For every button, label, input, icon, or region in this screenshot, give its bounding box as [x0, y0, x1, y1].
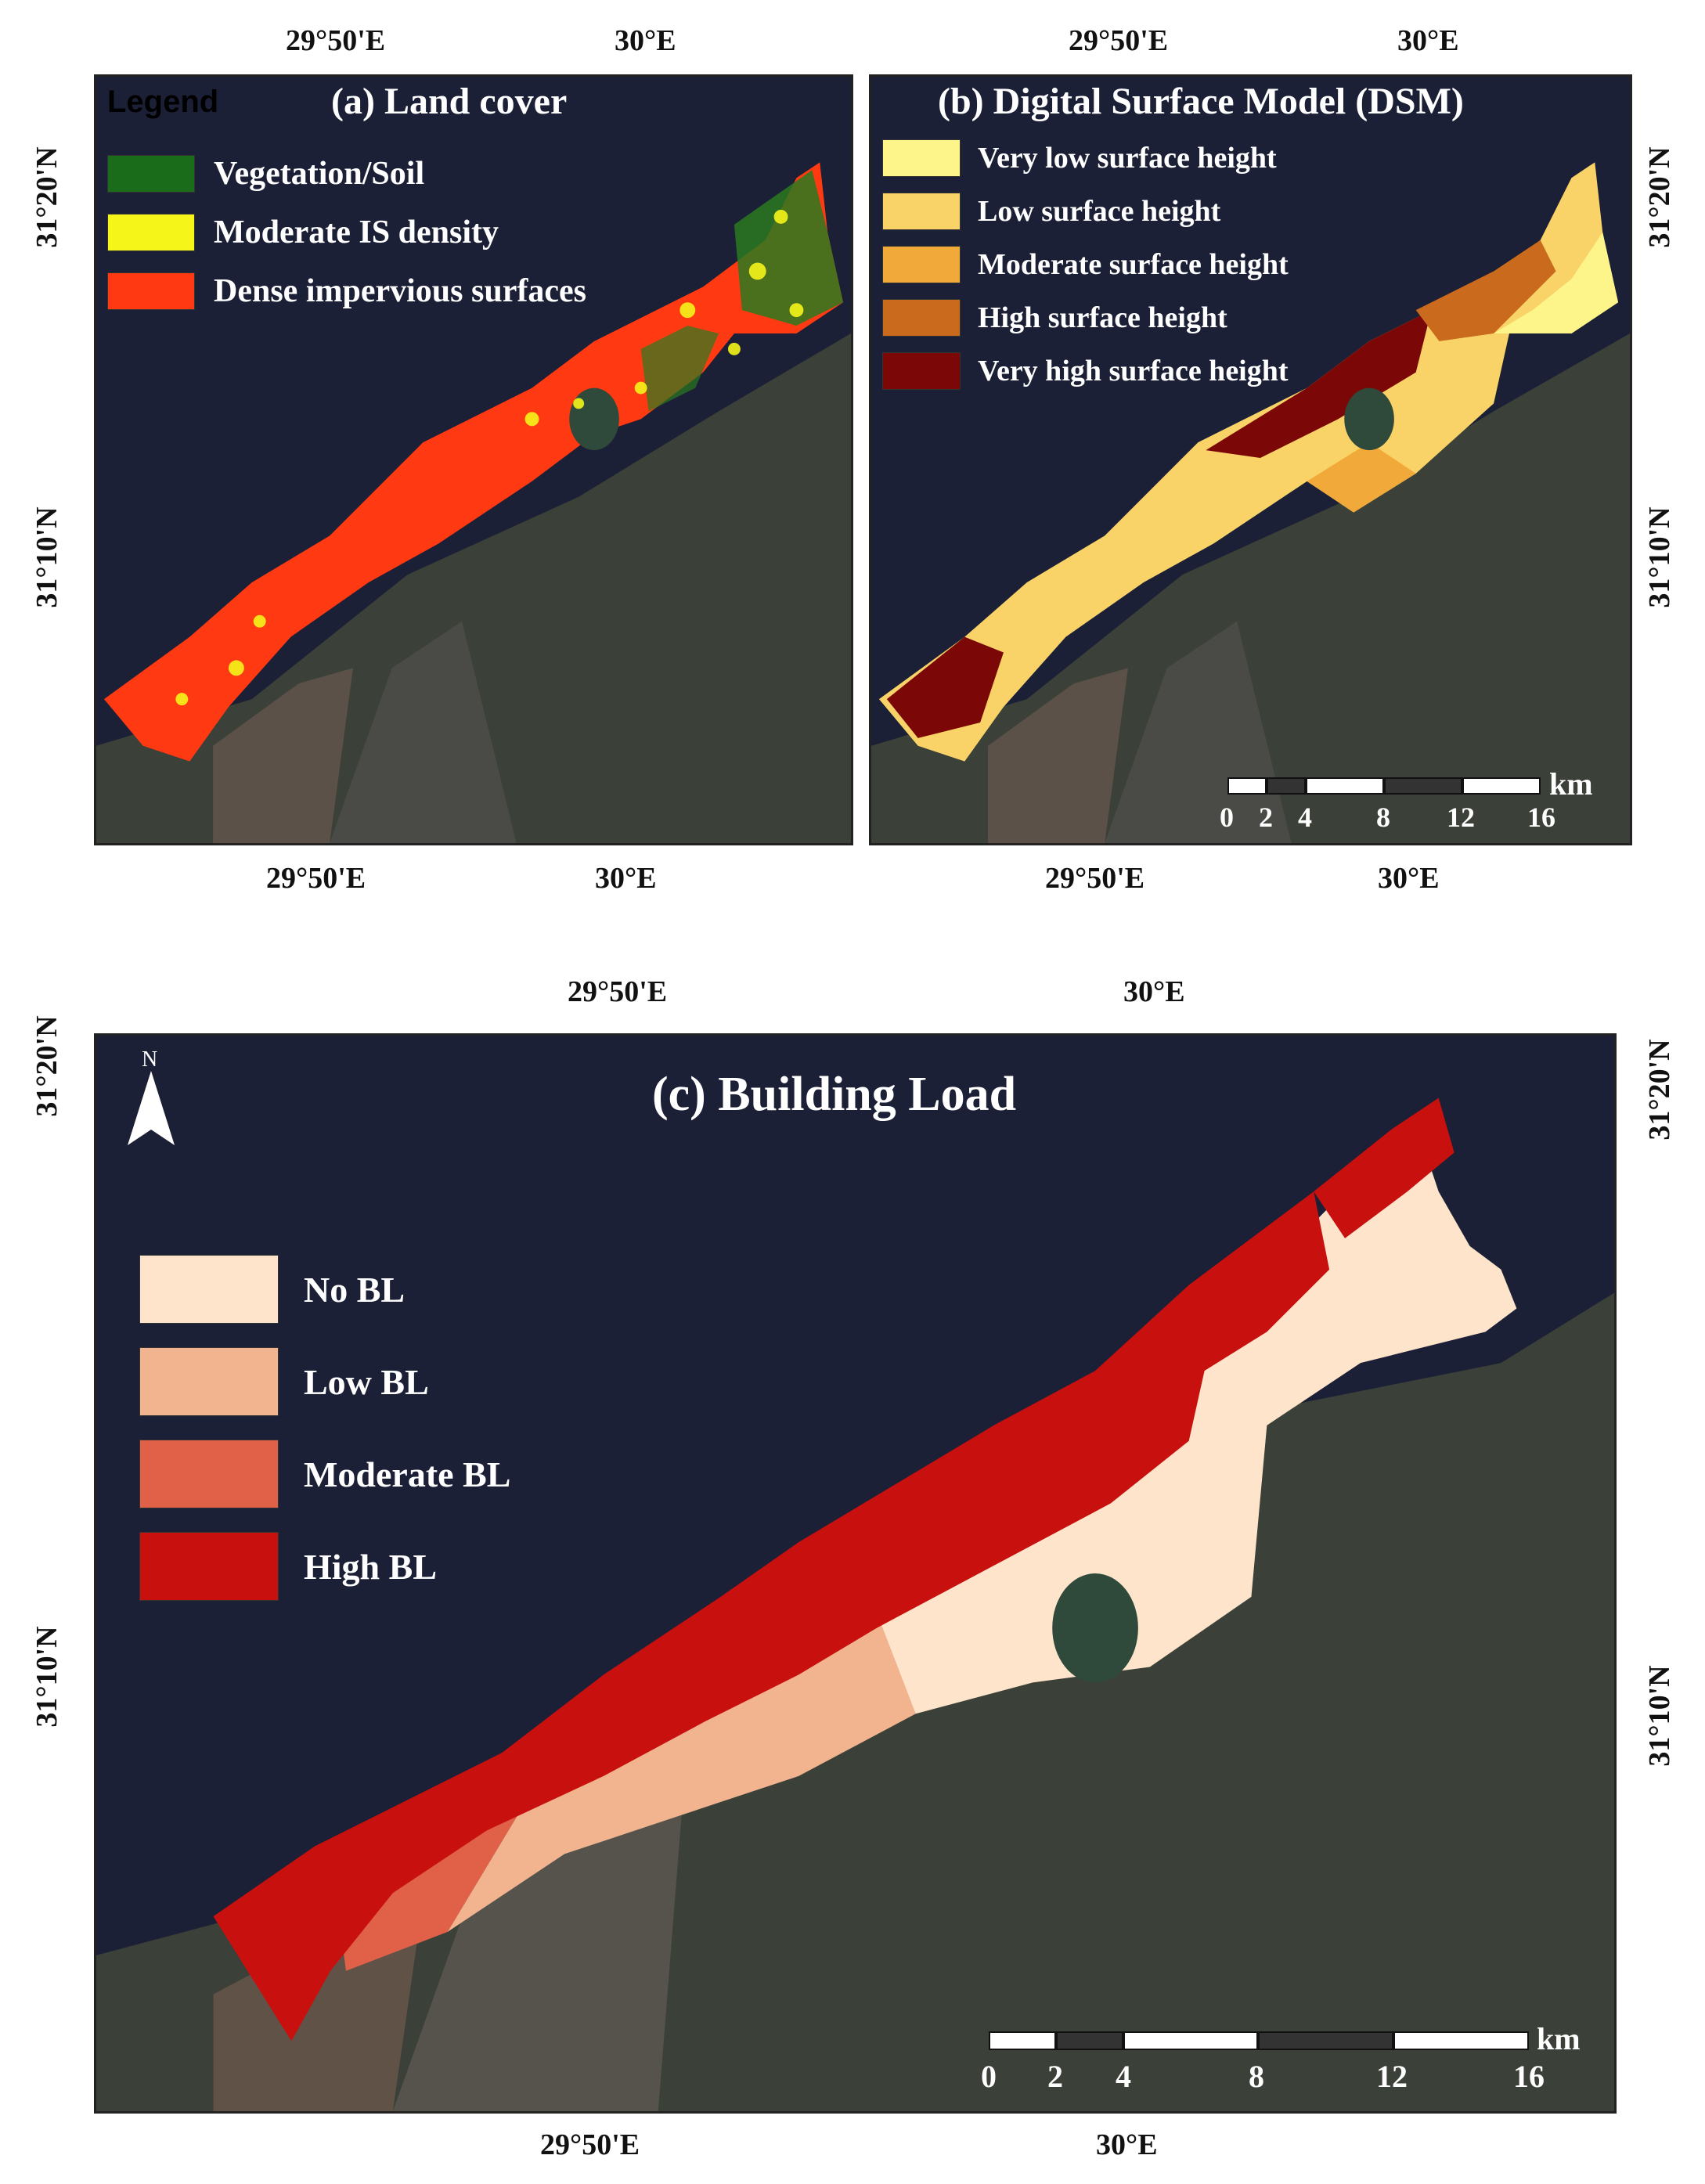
legend-label: Vegetation/Soil [214, 156, 425, 192]
legend-word: Legend [107, 85, 219, 119]
legend-swatch [107, 214, 195, 251]
lon-label-top-c-2: 30°E [1123, 975, 1185, 1008]
scale-label-2: 2 [1047, 2059, 1063, 2094]
no-bl-zone [876, 1144, 1517, 1714]
north-label: N [142, 1047, 158, 1072]
scale-label-12: 12 [1447, 802, 1475, 833]
legend-label: Dense impervious surfaces [214, 273, 586, 309]
building-load-basemap [96, 1036, 1614, 2111]
legend-label: Moderate surface height [978, 248, 1289, 281]
legend-swatch [139, 1347, 279, 1416]
dsm-map: (b) Digital Surface Model (DSM) Very low… [869, 74, 1632, 845]
scale-unit: km [1537, 2021, 1581, 2056]
lon-label-bottom-c-2: 30°E [1096, 2128, 1158, 2161]
scale-label-8: 8 [1249, 2059, 1264, 2094]
legend-item-dense-is: Dense impervious surfaces [107, 272, 586, 310]
legend-item-very-high: Very high surface height [882, 352, 1289, 390]
lat-label-left-c-1: 31°20'N [31, 1015, 63, 1117]
scale-label-8: 8 [1376, 802, 1390, 833]
low-bl-zone [447, 1612, 916, 1932]
land-cover-basemap [96, 77, 851, 843]
lon-label-bottom-c-1: 29°50'E [540, 2128, 640, 2161]
legend-swatch [139, 1440, 279, 1508]
scale-label-4: 4 [1298, 802, 1312, 833]
lat-label-right-b-1: 31°20'N [1643, 146, 1676, 248]
lon-label-top-a-1: 29°50'E [286, 24, 386, 57]
legend-label: Moderate IS density [214, 214, 499, 250]
legend-item-moderate: Moderate surface height [882, 246, 1289, 283]
lat-label-left-c-2: 31°10'N [31, 1626, 63, 1728]
scale-label-0: 0 [981, 2059, 997, 2094]
scale-bar [1227, 777, 1541, 795]
high-bl-zone [213, 1191, 1330, 2042]
legend-item-moderate-is: Moderate IS density [107, 214, 499, 251]
lon-label-top-b-1: 29°50'E [1069, 24, 1169, 57]
legend-swatch [139, 1255, 279, 1324]
scale-label-2: 2 [1259, 802, 1273, 833]
lat-label-left-a-1: 31°20'N [31, 146, 63, 248]
legend-swatch [882, 139, 961, 177]
lat-label-left-a-2: 31°10'N [31, 506, 63, 608]
lon-label-bottom-b-2: 30°E [1378, 862, 1440, 895]
scale-label-12: 12 [1376, 2059, 1408, 2094]
building-load-map: (c) Building Load N No BL Low BL Moderat… [94, 1033, 1617, 2114]
legend-label: No BL [304, 1269, 406, 1310]
legend-label: Very high surface height [978, 355, 1289, 387]
scale-label-4: 4 [1116, 2059, 1131, 2094]
panel-c-title: (c) Building Load [652, 1068, 1017, 1121]
legend-item-high-bl: High BL [139, 1532, 437, 1601]
north-arrow-icon [128, 1071, 175, 1145]
legend-swatch [882, 352, 961, 390]
legend-label: High surface height [978, 301, 1227, 334]
legend-label: High BL [304, 1546, 438, 1587]
scale-label-0: 0 [1220, 802, 1234, 833]
legend-swatch [139, 1532, 279, 1601]
legend-label: Moderate BL [304, 1454, 511, 1494]
lon-label-bottom-a-1: 29°50'E [266, 862, 366, 895]
lat-label-right-b-2: 31°10'N [1643, 506, 1676, 608]
legend-item-low-bl: Low BL [139, 1347, 429, 1416]
lon-label-bottom-a-2: 30°E [595, 862, 657, 895]
lon-label-top-a-2: 30°E [615, 24, 676, 57]
panel-a-title: (a) Land cover [331, 81, 568, 122]
lat-label-right-c-1: 31°20'N [1643, 1039, 1676, 1141]
legend-item-moderate-bl: Moderate BL [139, 1440, 510, 1508]
legend-label: Very low surface height [978, 142, 1277, 175]
legend-swatch [107, 155, 195, 193]
legend-swatch [882, 246, 961, 283]
legend-item-vegetation: Vegetation/Soil [107, 155, 424, 193]
scale-unit: km [1549, 766, 1593, 802]
legend-item-no-bl: No BL [139, 1255, 405, 1324]
panel-b-title: (b) Digital Surface Model (DSM) [938, 81, 1464, 122]
lon-label-top-b-2: 30°E [1397, 24, 1459, 57]
north-arrow: N [120, 1047, 182, 1157]
scale-bar [989, 2031, 1529, 2050]
legend-item-low: Low surface height [882, 193, 1220, 230]
legend-item-very-low: Very low surface height [882, 139, 1277, 177]
lon-label-top-c-1: 29°50'E [568, 975, 668, 1008]
land-cover-map: Legend (a) Land cover Vegetation/Soil Mo… [94, 74, 853, 845]
dense-impervious-area [103, 162, 844, 762]
dsm-basemap [871, 77, 1630, 843]
legend-swatch [882, 193, 961, 230]
legend-item-high: High surface height [882, 299, 1227, 337]
lon-label-bottom-b-1: 29°50'E [1045, 862, 1145, 895]
legend-label: Low surface height [978, 195, 1221, 228]
scale-label-16: 16 [1527, 802, 1555, 833]
lat-label-right-c-2: 31°10'N [1643, 1665, 1676, 1767]
legend-label: Low BL [304, 1361, 429, 1402]
legend-swatch [107, 272, 195, 310]
scale-label-16: 16 [1513, 2059, 1545, 2094]
legend-swatch [882, 299, 961, 337]
